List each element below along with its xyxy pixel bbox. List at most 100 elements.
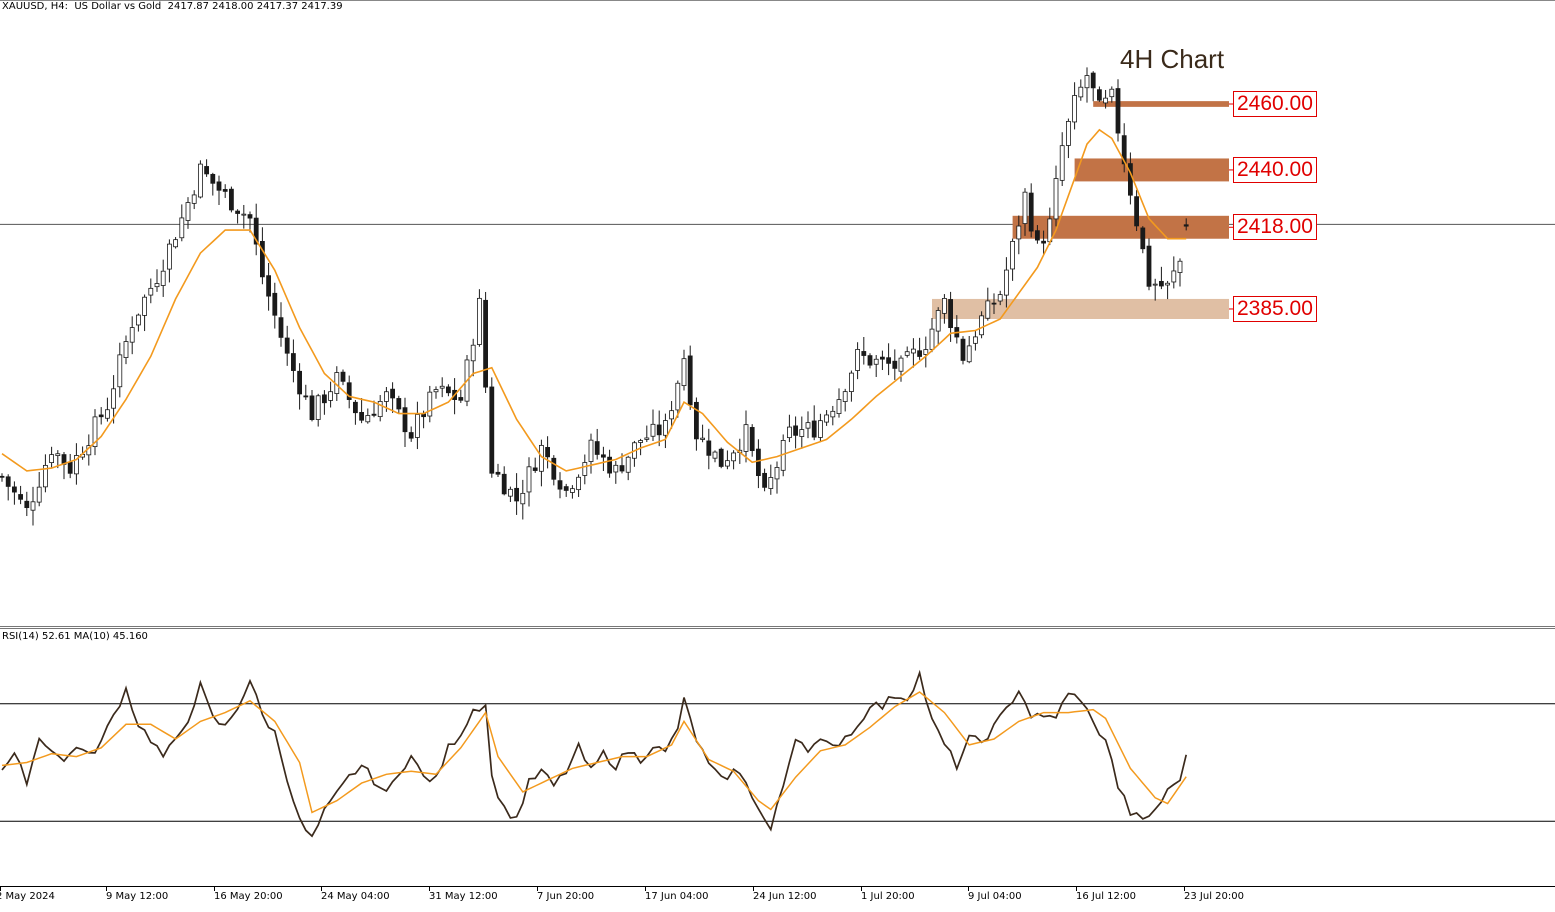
x-tick-label: 16 May 20:00 [214,891,283,902]
candle-body [18,494,24,500]
candle-body [377,400,383,418]
candle-body [700,437,705,440]
candle-body [861,351,867,356]
x-tick-label: 16 Jul 12:00 [1076,891,1136,902]
candle-body [396,398,402,410]
candle-body [383,391,389,402]
candle-body [563,486,569,491]
candle-body [867,355,873,366]
candle-body [92,416,98,448]
candle-body [960,338,966,361]
candle-body [712,451,718,459]
candle-body [43,464,48,488]
candle-body [129,327,135,343]
candle-body [619,465,625,472]
candle-body [768,477,774,489]
candle-body [545,447,550,458]
candle-body [148,287,154,296]
candle-body [787,426,792,439]
candle-body [179,217,185,239]
candle-body [675,382,681,411]
candle-body [1103,97,1108,104]
x-tick-label: 17 Jun 04:00 [645,891,709,902]
candle-body [966,345,972,363]
candle-body [253,217,259,245]
candle-body [793,425,798,436]
candle-body [532,467,538,471]
candle-body [1084,75,1090,89]
candle-body [117,354,123,388]
candle-body [663,420,668,436]
candle-body [507,488,513,497]
candle-body [520,492,526,505]
candle-body [1183,224,1189,227]
candle-body [588,439,594,462]
candle-body [340,371,346,382]
candle-body [749,427,755,451]
candle-body [576,476,581,491]
candle-body [706,440,712,456]
candle-body [1035,230,1040,241]
candle-body [123,341,129,358]
candle-body [805,422,811,429]
candle-body [625,456,631,473]
candle-body [570,488,575,493]
price-zone [932,298,1229,319]
candle-body [1146,245,1152,287]
candle-body [923,349,929,355]
candle-body [687,355,693,406]
candle-body [849,372,854,392]
candle-body [601,454,606,458]
candle-body [725,460,730,467]
candle-body [321,394,327,404]
candle-body [74,455,79,475]
candle-body [297,370,303,395]
candle-body [799,429,805,437]
candle-body [904,351,910,356]
candle-body [1022,191,1028,224]
moving-average-line [1,128,1187,472]
rsi-panel [0,669,1555,838]
candle-body [774,467,780,480]
candle-body [365,415,371,423]
candle-body [259,241,265,278]
candle-body [191,194,197,204]
candle-body [842,391,848,402]
candle-body [166,243,172,270]
candle-body [284,337,290,354]
candle-body [458,397,464,401]
candle-body [1165,282,1170,286]
candle-body [762,472,767,488]
candle-body [929,328,935,350]
rsi-ma-line [1,691,1187,814]
candle-body [309,395,315,421]
x-tick-label: 2 May 2024 [0,891,55,902]
candle-body [433,389,439,393]
candle-body [756,448,761,477]
candle-body [824,414,829,423]
candle-body [303,395,309,398]
moving-average [1,128,1187,472]
candle-body [898,357,904,372]
rsi-header: RSI(14) 52.61 MA(10) 45.160 [2,631,148,642]
candle-body [973,336,978,344]
candle-body [594,441,600,455]
candle-body [414,414,420,438]
candle-body [483,299,489,388]
candle-body [1159,280,1164,287]
candle-body [216,181,222,191]
candle-body [427,391,433,417]
candle-body [315,395,321,420]
candle-body [30,501,36,511]
candle-body [1004,269,1009,296]
candle-body [346,382,352,400]
candle-body [892,360,898,369]
price-zone [1012,215,1229,239]
x-tick-label: 7 Jun 20:00 [537,891,595,902]
candle-body [880,356,885,360]
candle-body [266,275,272,297]
candle-body [836,399,842,415]
candle-body [359,411,365,421]
candle-body [526,466,532,493]
candle-body [142,296,148,316]
